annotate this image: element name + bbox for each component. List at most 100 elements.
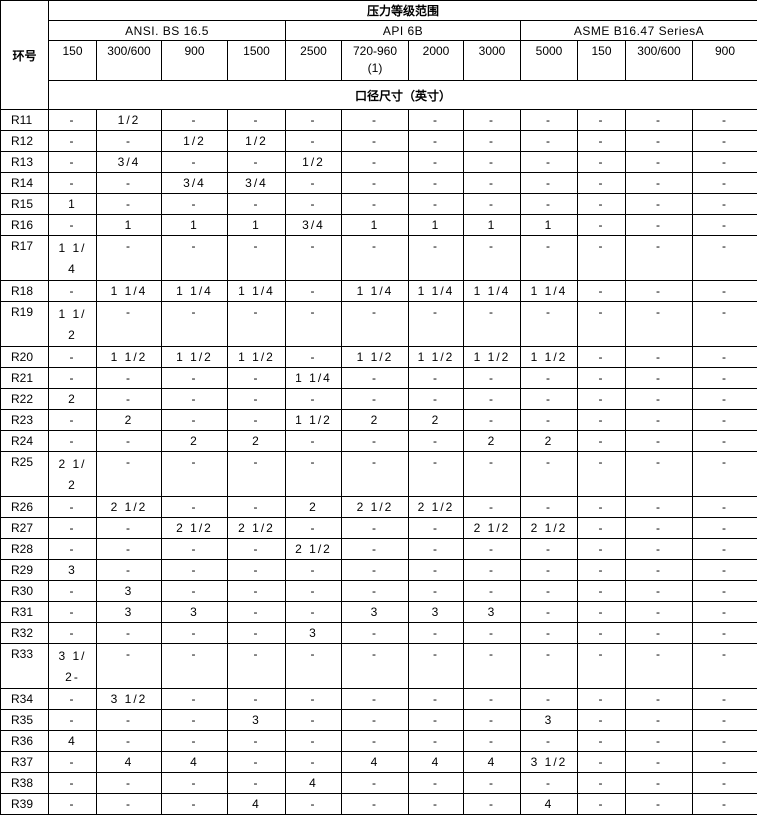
size-cell: - xyxy=(691,559,757,581)
size-value: - xyxy=(546,776,552,790)
size-cell: - xyxy=(691,517,757,539)
size-cell: - xyxy=(625,151,693,173)
size-value: - xyxy=(310,563,317,577)
size-value: - xyxy=(546,176,552,190)
size-value: - xyxy=(69,797,76,811)
size-cell: - xyxy=(285,601,342,623)
size-cell: 2 xyxy=(96,409,162,431)
size-value: 3/4 xyxy=(245,176,268,190)
size-cell: - xyxy=(285,559,342,581)
size-value: - xyxy=(310,797,317,811)
size-cell: - xyxy=(520,622,578,644)
size-value: 1 1/2 xyxy=(417,350,455,364)
size-value: - xyxy=(433,455,439,469)
ring-number-cell: R38 xyxy=(0,772,49,794)
size-cell: - xyxy=(625,793,693,815)
size-value: - xyxy=(372,113,378,127)
size-value: 4 xyxy=(431,755,441,769)
size-cell: - xyxy=(96,430,162,452)
size-cell: - xyxy=(691,538,757,560)
size-cell: - xyxy=(341,172,409,194)
size-cell: - xyxy=(408,772,464,794)
size-cell: - xyxy=(577,601,626,623)
size-cell: - xyxy=(520,643,578,689)
size-value: 1 xyxy=(487,218,497,232)
size-cell: - xyxy=(161,235,228,281)
ring-number-cell: R15 xyxy=(0,193,49,215)
size-value: - xyxy=(722,113,728,127)
size-cell: - xyxy=(341,772,409,794)
size-cell: - xyxy=(227,772,286,794)
size-cell: - xyxy=(625,388,693,410)
size-cell: - xyxy=(96,388,162,410)
size-value: - xyxy=(656,434,662,448)
size-cell: - xyxy=(341,151,409,173)
size-cell: - xyxy=(625,538,693,560)
ring-number-cell: R17 xyxy=(0,235,49,281)
size-cell: 1 1/4 xyxy=(463,280,521,302)
size-cell: - xyxy=(341,130,409,152)
size-cell: - xyxy=(48,280,97,302)
size-cell: 2 1/2 xyxy=(520,517,578,539)
size-cell: - xyxy=(463,688,521,710)
size-cell: - xyxy=(577,367,626,389)
size-cell: - xyxy=(520,388,578,410)
table-row: R32 - - - - 3 - - - - - - - xyxy=(0,622,757,644)
ring-number-cell: R27 xyxy=(0,517,49,539)
size-cell: - xyxy=(48,430,97,452)
size-value: 1/2 xyxy=(302,155,325,169)
size-value: - xyxy=(126,134,132,148)
size-value: - xyxy=(253,776,260,790)
size-value: - xyxy=(722,692,728,706)
size-value: - xyxy=(126,776,132,790)
size-cell: - xyxy=(161,301,228,347)
size-value: - xyxy=(598,626,605,640)
size-value: - xyxy=(656,542,662,556)
size-cell: - xyxy=(227,409,286,431)
size-cell: - xyxy=(691,622,757,644)
size-value: - xyxy=(598,239,605,253)
size-value: 3 xyxy=(190,605,199,619)
size-value: - xyxy=(656,197,662,211)
size-cell: - xyxy=(691,301,757,347)
size-value: - xyxy=(433,197,439,211)
size-cell: - xyxy=(285,388,342,410)
ring-number-cell: R23 xyxy=(0,409,49,431)
size-cell: - xyxy=(285,688,342,710)
size-value: - xyxy=(722,134,728,148)
size-value: - xyxy=(310,755,317,769)
size-value: - xyxy=(598,647,605,661)
size-cell: - xyxy=(408,688,464,710)
size-value: - xyxy=(722,776,728,790)
size-value: - xyxy=(372,305,378,319)
standard-header-ansi: ANSI. BS 16.5 xyxy=(48,20,286,41)
size-cell: - xyxy=(625,346,693,368)
size-cell: - xyxy=(691,409,757,431)
size-value: - xyxy=(126,713,132,727)
size-cell: - xyxy=(408,559,464,581)
size-value: 2 xyxy=(124,413,134,427)
size-cell: 1 xyxy=(463,214,521,236)
size-value: - xyxy=(253,305,260,319)
table-row: R29 3 - - - - - - - - - - - xyxy=(0,559,757,581)
pressure-class-header: 5000 xyxy=(520,40,578,81)
table-row: R34 - 3 1/2 - - - - - - - - - - xyxy=(0,688,757,710)
ring-number-cell: R39 xyxy=(0,793,49,815)
size-cell: - xyxy=(227,622,286,644)
size-cell: - xyxy=(341,688,409,710)
ring-number-cell: R29 xyxy=(0,559,49,581)
size-value: - xyxy=(489,500,495,514)
size-value: - xyxy=(126,434,132,448)
size-cell: - xyxy=(691,430,757,452)
size-value: - xyxy=(310,113,317,127)
size-cell: - xyxy=(691,688,757,710)
size-value: - xyxy=(126,734,132,748)
size-cell: - xyxy=(691,580,757,602)
size-cell: - xyxy=(227,193,286,215)
size-cell: - xyxy=(227,559,286,581)
size-cell: - xyxy=(577,430,626,452)
size-value: - xyxy=(598,434,605,448)
size-cell: - xyxy=(691,367,757,389)
size-cell: 2 1/2 xyxy=(341,496,409,518)
size-value: - xyxy=(656,776,662,790)
